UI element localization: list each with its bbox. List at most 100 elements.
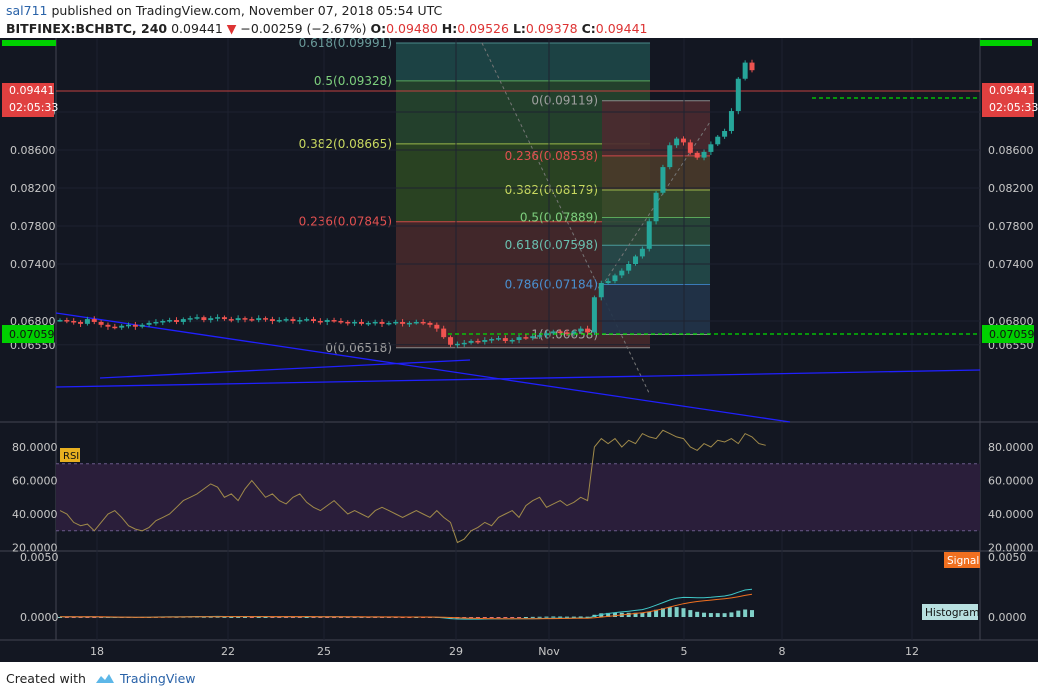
candle-body (454, 343, 460, 346)
macd-histogram-bar (208, 616, 213, 618)
publisher-line: sal711 published on TradingView.com, Nov… (6, 3, 442, 18)
candle-body (400, 321, 406, 324)
macd-histogram-bar (256, 616, 261, 618)
candle-body (167, 320, 173, 322)
candle-body (139, 324, 145, 327)
macd-histogram-bar (688, 610, 693, 617)
candle-body (126, 324, 132, 327)
candle-body (276, 320, 282, 322)
candle-body (393, 321, 399, 324)
candle-body (742, 62, 748, 79)
candle-body (105, 324, 111, 327)
signal-label: Signal (947, 555, 979, 567)
macd-histogram-bar (558, 616, 563, 618)
candle-body (201, 317, 207, 321)
candle-body (585, 328, 591, 333)
macd-histogram-bar (229, 616, 234, 618)
histogram-label-box (922, 604, 978, 620)
candle-body (208, 318, 214, 321)
candle-body (358, 321, 364, 324)
candle-body (57, 320, 63, 322)
last-price-tag-right (982, 83, 1034, 117)
fib-left-band (396, 43, 650, 81)
macd-histogram-bar (345, 617, 350, 618)
macd-histogram-bar (599, 613, 604, 617)
candle-body (564, 332, 570, 334)
mid-trendline (99, 359, 471, 379)
candle-body (78, 321, 84, 324)
candle-body (557, 331, 563, 333)
candle-body (91, 319, 97, 322)
chart-area[interactable]: 0.618(0.09991) 0.5(0.09328) 0.382(0.08665)… (0, 38, 1038, 662)
macd-histogram-bar (626, 612, 631, 617)
countdown-tag-right: 02:05:33 (989, 101, 1038, 114)
macd-pane: Signal Histogram 0.0050 0.0050 0.0000 0.0000 (20, 551, 1027, 624)
macd-histogram-bar (681, 608, 686, 617)
descending-trendline (55, 312, 791, 423)
publisher-username[interactable]: sal711 (6, 3, 48, 18)
macd-histogram-bar (475, 617, 480, 618)
macd-histogram-bar (215, 616, 220, 618)
price-tags: 0.09441 02:05:33 0.07059 0.09441 02:05:33 0.0… (2, 40, 1038, 343)
candle-body (543, 333, 549, 336)
signal-label-box (944, 552, 980, 568)
candle-body (646, 221, 652, 249)
drawings[interactable] (55, 90, 981, 423)
rsi-tick-left: 20.0000 (12, 542, 58, 555)
candle-body (215, 317, 221, 319)
rsi-tick-left: 80.0000 (12, 441, 58, 454)
fib-right-label: 0.618(0.07598) (505, 238, 598, 252)
rsi-label: RSI (63, 451, 79, 462)
macd-histogram-bar (78, 617, 83, 618)
candle-body (365, 322, 371, 325)
left-green-marker (2, 40, 56, 46)
fib-right-label: 0.236(0.08538) (505, 149, 598, 163)
candle-body (297, 320, 303, 322)
candle-body (605, 281, 611, 283)
fib-left-label: 0(0.06518) (325, 341, 392, 355)
candle-body (674, 138, 680, 146)
down-arrow-icon: ▼ (226, 21, 237, 36)
price-tick-right: 0.06800 (988, 315, 1034, 328)
candle-body (256, 318, 262, 321)
rsi-band (56, 463, 980, 531)
candle-body (482, 340, 488, 342)
tradingview-brand[interactable]: TradingView (119, 671, 196, 686)
time-tick: 29 (449, 645, 463, 658)
macd-histogram-bar (270, 617, 275, 618)
candle-body (509, 340, 515, 342)
support-trendline (55, 369, 981, 388)
macd-histogram-bar (236, 616, 241, 618)
open-value: 0.09480 (386, 21, 438, 36)
candle-body (749, 62, 755, 71)
macd-histogram-bar (352, 617, 357, 618)
candle-body (502, 338, 508, 341)
candle-body (735, 78, 741, 112)
candle-body (345, 321, 351, 324)
rsi-tick-right: 60.0000 (988, 475, 1034, 488)
rsi-tick-left: 60.0000 (12, 475, 58, 488)
candle-body (242, 318, 248, 320)
macd-histogram-bar (332, 617, 337, 618)
candle-body (626, 264, 632, 271)
chart-svg[interactable]: 0.618(0.09991) 0.5(0.09328) 0.382(0.08665)… (0, 38, 1038, 662)
macd-histogram-bar (304, 616, 309, 618)
rsi-pane: RSI 80.0000 80.0000 60.0000 60.0000 40.0000 40… (12, 429, 1034, 555)
candle-body (660, 167, 666, 193)
candle-body (379, 321, 385, 324)
fib-right-band (602, 245, 710, 285)
macd-histogram-bar (380, 617, 385, 618)
macd-histogram-bar (489, 617, 494, 618)
candle-body (187, 318, 193, 320)
macd-histogram-bar (318, 617, 323, 618)
tradingview-logo-icon (92, 672, 116, 687)
price-tick-left: 0.06800 (10, 315, 56, 328)
candle-body (269, 319, 275, 321)
macd-histogram-bar (633, 612, 638, 617)
candle-body (571, 331, 577, 334)
price-change: −0.00259 (−2.67%) (240, 21, 367, 36)
high-value: 0.09526 (457, 21, 509, 36)
macd-histogram-bar (667, 607, 672, 617)
fib-right-label: 0.5(0.07889) (520, 211, 598, 225)
candles (57, 59, 755, 348)
